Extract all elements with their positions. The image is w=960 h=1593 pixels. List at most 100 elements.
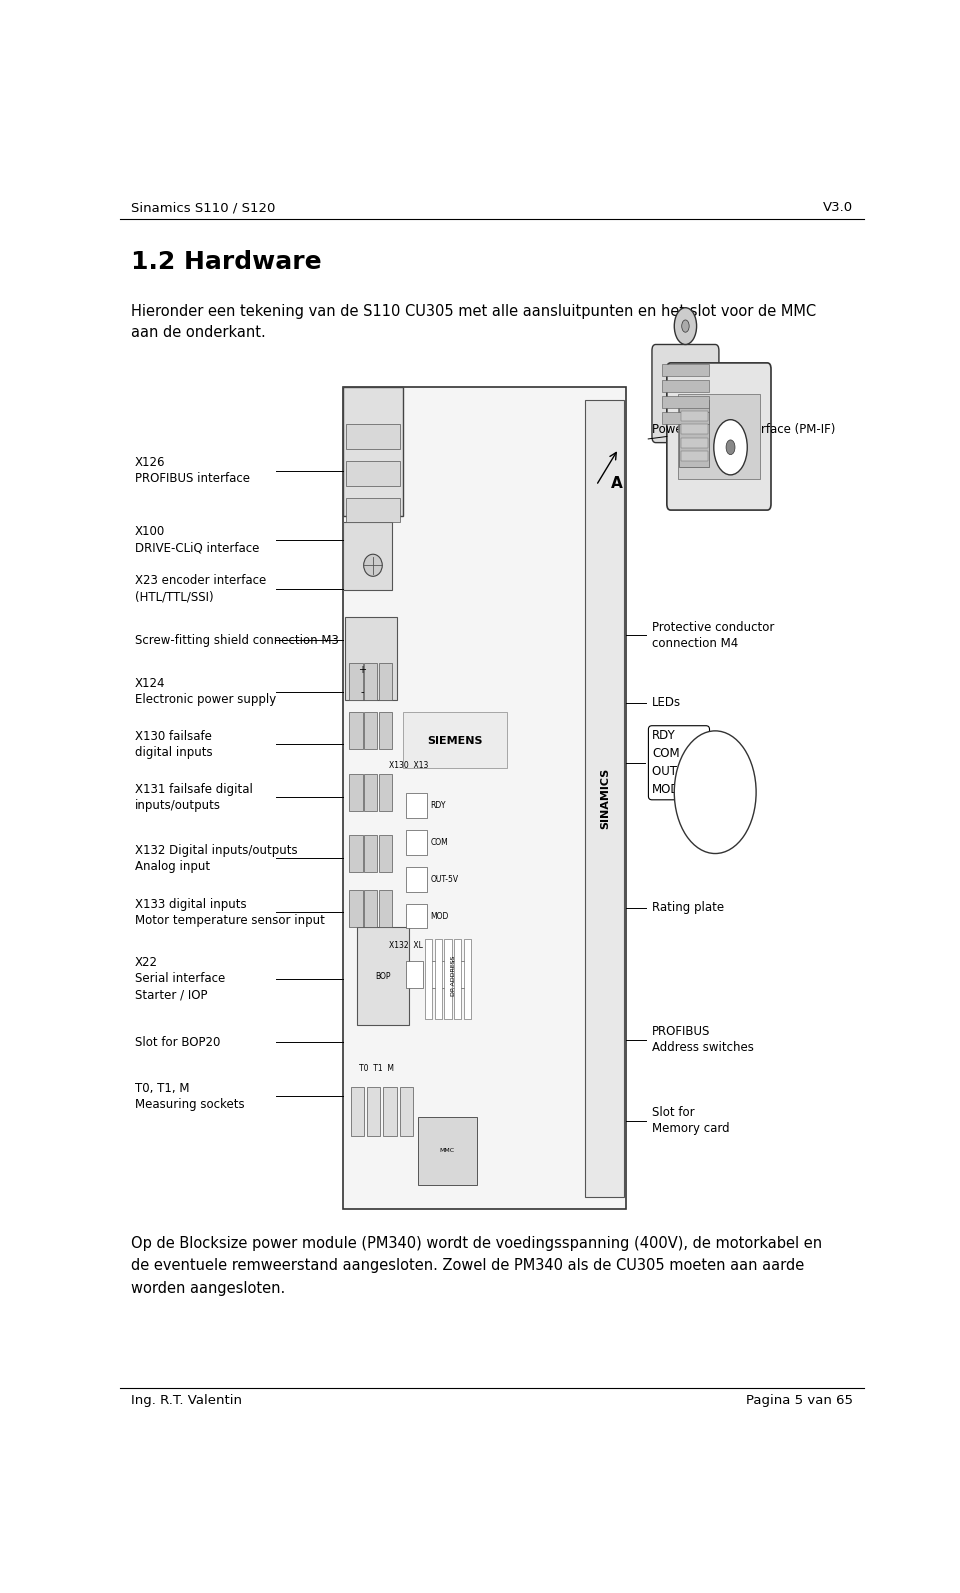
Bar <box>661 365 709 376</box>
Bar <box>344 523 392 589</box>
Bar <box>349 712 363 749</box>
Text: X130  X13: X130 X13 <box>390 761 429 769</box>
Text: Ing. R.T. Valentin: Ing. R.T. Valentin <box>132 1394 242 1407</box>
Bar <box>406 903 427 929</box>
Text: Rating plate: Rating plate <box>652 902 724 914</box>
Bar <box>347 424 399 449</box>
Bar <box>364 712 377 749</box>
Text: Sinamics S110 / S120: Sinamics S110 / S120 <box>132 201 276 215</box>
Bar <box>681 411 708 421</box>
Text: X124
Electronic power supply: X124 Electronic power supply <box>134 677 276 706</box>
Text: V3.0: V3.0 <box>823 201 852 215</box>
Text: 1.2 Hardware: 1.2 Hardware <box>132 250 322 274</box>
Bar <box>349 774 363 811</box>
Text: Power Module Interface (PM-IF): Power Module Interface (PM-IF) <box>652 422 835 435</box>
Bar <box>379 663 393 701</box>
Text: X132 Digital inputs/outputs
Analog input: X132 Digital inputs/outputs Analog input <box>134 844 298 873</box>
Text: Screw-fitting shield connection M3: Screw-fitting shield connection M3 <box>134 634 339 647</box>
Bar <box>364 890 377 927</box>
Bar <box>678 393 760 479</box>
Text: OUT-5V: OUT-5V <box>430 875 458 884</box>
Bar <box>356 927 409 1026</box>
Bar <box>349 890 363 927</box>
Text: Hieronder een tekening van de S110 CU305 met alle aansluitpunten en het slot voo: Hieronder een tekening van de S110 CU305… <box>132 304 816 339</box>
Bar <box>464 940 471 1020</box>
Bar <box>344 387 403 516</box>
Bar <box>350 1086 364 1136</box>
Bar <box>418 1117 477 1185</box>
Bar <box>681 451 708 460</box>
Text: +: + <box>358 664 366 674</box>
Bar <box>444 940 452 1020</box>
Text: T0  T1  M: T0 T1 M <box>359 1064 395 1072</box>
Bar <box>425 940 432 1020</box>
Bar <box>406 962 422 988</box>
Text: MMC: MMC <box>440 1149 455 1153</box>
Text: SIEMENS: SIEMENS <box>427 736 483 746</box>
Ellipse shape <box>714 419 747 475</box>
Bar <box>429 962 445 988</box>
FancyBboxPatch shape <box>652 344 719 443</box>
Text: X100
DRIVE-CLiQ interface: X100 DRIVE-CLiQ interface <box>134 526 259 554</box>
Bar <box>406 793 427 817</box>
Bar <box>661 381 709 392</box>
Text: PROFIBUS
Address switches: PROFIBUS Address switches <box>652 1026 754 1055</box>
Bar <box>406 867 427 892</box>
Text: Slot for
Memory card: Slot for Memory card <box>652 1107 730 1136</box>
Text: Op de Blocksize power module (PM340) wordt de voedingsspanning (400V), de motork: Op de Blocksize power module (PM340) wor… <box>132 1236 823 1295</box>
Bar <box>454 940 462 1020</box>
Bar <box>379 712 393 749</box>
Ellipse shape <box>682 320 689 333</box>
Bar <box>364 774 377 811</box>
Text: A: A <box>611 476 623 491</box>
Bar <box>345 616 396 701</box>
Bar <box>399 1086 413 1136</box>
Ellipse shape <box>674 307 697 344</box>
Text: X126
PROFIBUS interface: X126 PROFIBUS interface <box>134 456 250 486</box>
Bar <box>451 962 468 988</box>
Text: Protective conductor
connection M4: Protective conductor connection M4 <box>652 621 775 650</box>
Text: T0, T1, M
Measuring sockets: T0, T1, M Measuring sockets <box>134 1082 245 1110</box>
Text: -: - <box>360 687 364 696</box>
Bar <box>347 460 399 486</box>
Bar <box>379 835 393 871</box>
Text: MOD: MOD <box>430 911 448 921</box>
FancyBboxPatch shape <box>667 363 771 510</box>
Bar <box>349 663 363 701</box>
Bar <box>435 940 443 1020</box>
Bar <box>681 424 708 433</box>
Text: BOP: BOP <box>375 972 391 981</box>
Bar <box>379 774 393 811</box>
Bar <box>364 835 377 871</box>
Ellipse shape <box>726 440 735 454</box>
Bar <box>585 400 624 1196</box>
Ellipse shape <box>674 731 756 854</box>
Text: SINAMICS: SINAMICS <box>600 768 611 828</box>
Bar <box>367 1086 380 1136</box>
Text: X131 failsafe digital
inputs/outputs: X131 failsafe digital inputs/outputs <box>134 782 252 811</box>
Text: Pagina 5 van 65: Pagina 5 van 65 <box>746 1394 852 1407</box>
Bar <box>403 712 507 768</box>
Bar <box>680 400 709 467</box>
Bar <box>364 663 377 701</box>
Text: X132  XL: X132 XL <box>390 941 423 949</box>
Ellipse shape <box>364 554 382 577</box>
Text: Slot for BOP20: Slot for BOP20 <box>134 1035 220 1048</box>
Bar <box>681 438 708 448</box>
Bar <box>347 497 399 523</box>
Text: X22
Serial interface
Starter / IOP: X22 Serial interface Starter / IOP <box>134 956 226 1000</box>
Bar <box>661 397 709 408</box>
Text: LEDs: LEDs <box>652 696 681 709</box>
Text: DP ADDRESS: DP ADDRESS <box>451 956 456 996</box>
Bar <box>379 890 393 927</box>
Text: X133 digital inputs
Motor temperature sensor input: X133 digital inputs Motor temperature se… <box>134 898 324 927</box>
Bar <box>383 1086 396 1136</box>
Text: X23 encoder interface
(HTL/TTL/SSI): X23 encoder interface (HTL/TTL/SSI) <box>134 573 266 604</box>
Bar <box>344 387 626 1209</box>
Text: RDY: RDY <box>430 801 445 811</box>
Bar <box>406 830 427 855</box>
Text: RDY
COM
OUT>5 V
MOD: RDY COM OUT>5 V MOD <box>652 730 706 796</box>
Bar <box>349 835 363 871</box>
Bar <box>661 413 709 424</box>
Text: X130 failsafe
digital inputs: X130 failsafe digital inputs <box>134 730 212 758</box>
